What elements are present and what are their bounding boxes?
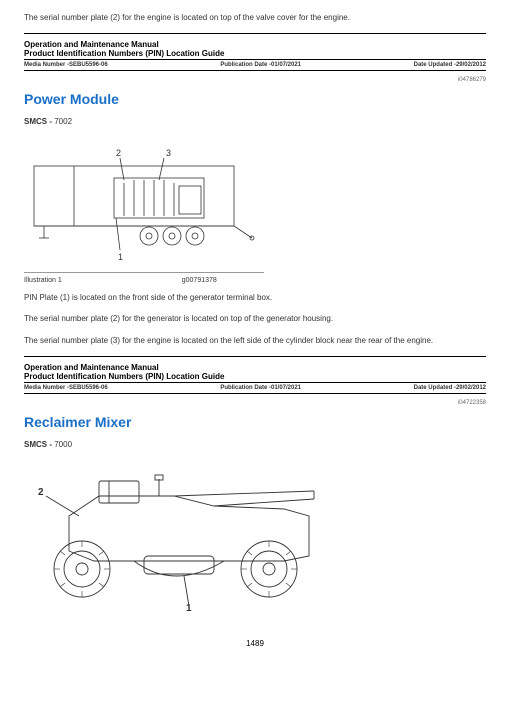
manual-header-1: Operation and Maintenance Manual Product…	[24, 40, 486, 71]
divider	[24, 59, 486, 60]
illustration-number: Illustration 1	[24, 277, 62, 284]
body-paragraph: PIN Plate (1) is located on the front si…	[24, 292, 486, 303]
divider	[24, 356, 486, 357]
manual-subtitle: Product Identification Numbers (PIN) Loc…	[24, 49, 486, 58]
section-title-power-module: Power Module	[24, 91, 486, 107]
smcs-value: 7000	[54, 440, 72, 449]
smcs-label: SMCS -	[24, 117, 52, 126]
divider	[24, 70, 486, 71]
divider	[24, 382, 486, 383]
intro-paragraph: The serial number plate (2) for the engi…	[24, 12, 486, 23]
body-paragraph: The serial number plate (2) for the gene…	[24, 313, 486, 324]
smcs-code: SMCS - 7002	[24, 117, 486, 126]
smcs-code: SMCS - 7000	[24, 440, 486, 449]
manual-header-2: Operation and Maintenance Manual Product…	[24, 363, 486, 394]
divider	[24, 393, 486, 394]
manual-subtitle: Product Identification Numbers (PIN) Loc…	[24, 372, 486, 381]
divider	[24, 33, 486, 34]
illustration-reclaimer-mixer: 2 1	[24, 461, 334, 611]
meta-row: Media Number -SEBU5596-06 Publication Da…	[24, 62, 486, 68]
manual-title: Operation and Maintenance Manual	[24, 363, 486, 372]
callout-1: 1	[186, 603, 192, 611]
media-number: Media Number -SEBU5596-06	[24, 62, 108, 68]
date-updated: Date Updated -29/02/2012	[414, 62, 486, 68]
meta-row: Media Number -SEBU5596-06 Publication Da…	[24, 385, 486, 391]
date-updated: Date Updated -29/02/2012	[414, 385, 486, 391]
publication-date: Publication Date -01/07/2021	[220, 62, 301, 68]
smcs-label: SMCS -	[24, 440, 52, 449]
section-title-reclaimer-mixer: Reclaimer Mixer	[24, 414, 486, 430]
callout-2: 2	[116, 148, 121, 158]
reference-id: i04722358	[24, 400, 486, 406]
reference-id: i04786279	[24, 77, 486, 83]
media-number: Media Number -SEBU5596-06	[24, 385, 108, 391]
smcs-value: 7002	[54, 117, 72, 126]
callout-3: 3	[166, 148, 171, 158]
illustration-power-module: 2 3 1	[24, 138, 264, 268]
illustration-code: g00791378	[182, 277, 217, 284]
publication-date: Publication Date -01/07/2021	[220, 385, 301, 391]
callout-1: 1	[118, 252, 123, 262]
callout-2: 2	[38, 487, 44, 498]
illustration-caption: Illustration 1 g00791378	[24, 277, 486, 284]
body-paragraph: The serial number plate (3) for the engi…	[24, 335, 486, 346]
illustration-rule	[24, 272, 264, 273]
page-number: 1489	[24, 639, 486, 648]
manual-title: Operation and Maintenance Manual	[24, 40, 486, 49]
